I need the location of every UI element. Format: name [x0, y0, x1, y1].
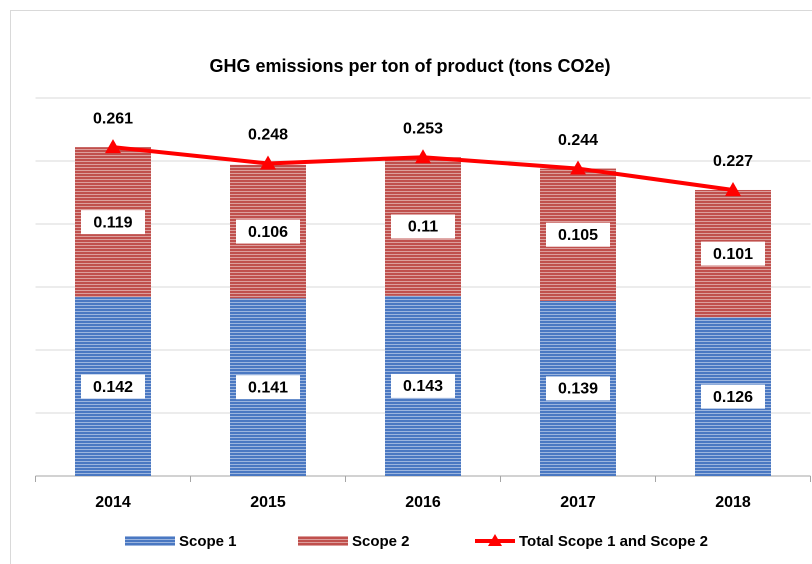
data-label: 0.261	[93, 110, 133, 127]
data-label: 0.126	[713, 389, 753, 406]
x-tick-label: 2014	[95, 494, 131, 511]
data-label-box	[236, 375, 300, 400]
line-marker	[105, 139, 121, 154]
legend-label: Scope 1	[179, 533, 237, 550]
legend-marker	[488, 534, 502, 546]
data-label: 0.106	[248, 224, 288, 241]
data-label: 0.141	[248, 379, 288, 396]
data-label-box	[701, 241, 765, 266]
line-marker	[415, 149, 431, 164]
legend-swatch	[125, 536, 175, 546]
line-marker	[260, 155, 276, 170]
data-label: 0.101	[713, 246, 753, 263]
data-label-box	[701, 384, 765, 409]
x-tick-label: 2018	[715, 494, 751, 511]
data-label: 0.227	[713, 153, 753, 170]
data-label: 0.139	[558, 381, 598, 398]
data-label-box	[546, 376, 610, 401]
line-marker	[570, 160, 586, 175]
legend-label: Scope 2	[352, 533, 410, 550]
data-label-box	[391, 214, 455, 239]
x-tick-label: 2015	[250, 494, 286, 511]
data-label: 0.143	[403, 378, 443, 395]
data-label-box	[81, 374, 145, 399]
x-tick-label: 2016	[405, 494, 441, 511]
data-label-box	[391, 373, 455, 398]
line-marker	[725, 181, 741, 196]
data-label-box	[236, 219, 300, 244]
data-label: 0.119	[93, 214, 132, 231]
data-label: 0.253	[403, 120, 443, 137]
data-label: 0.11	[408, 219, 438, 236]
data-label: 0.142	[93, 379, 133, 396]
data-label: 0.244	[558, 132, 598, 149]
data-label: 0.105	[558, 227, 598, 244]
x-tick-label: 2017	[560, 494, 596, 511]
data-label-box	[546, 222, 610, 247]
legend-swatch	[298, 536, 348, 546]
legend-label: Total Scope 1 and Scope 2	[519, 533, 708, 550]
data-label-box	[81, 210, 145, 235]
chart-title: GHG emissions per ton of product (tons C…	[209, 56, 610, 76]
data-label: 0.248	[248, 127, 288, 144]
